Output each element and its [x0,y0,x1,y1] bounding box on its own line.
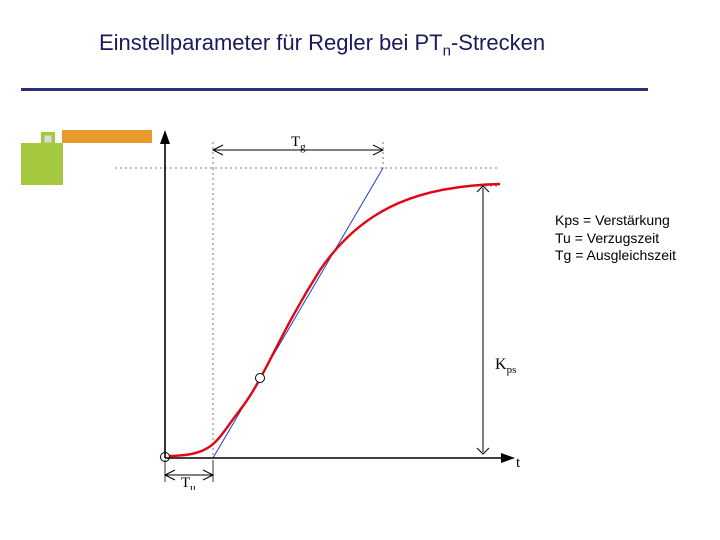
step-response-curve [165,184,500,456]
title-subscript: n [443,42,451,59]
kps-brace [477,186,489,454]
tu-text: Tu [181,475,196,490]
bullet-icon [41,132,55,146]
x-axis-arrow [501,453,515,463]
slide-green-square [21,143,63,185]
y-axis-arrow [160,130,170,144]
legend-line-kps: Kps = Verstärkung [555,212,676,230]
tangent-line [213,168,383,458]
legend-line-tu: Tu = Verzugszeit [555,230,676,248]
slide-hline [21,88,648,91]
title-prefix: Einstellparameter für Regler bei PT [99,30,443,55]
legend: Kps = Verstärkung Tu = Verzugszeit Tg = … [555,212,676,265]
page-title: Einstellparameter für Regler bei PTn-Str… [99,30,545,59]
title-suffix: -Strecken [451,30,545,55]
step-response-chart: Tg Tu [105,130,535,490]
legend-line-tg: Tg = Ausgleichszeit [555,247,676,265]
inflection-marker [256,374,265,383]
